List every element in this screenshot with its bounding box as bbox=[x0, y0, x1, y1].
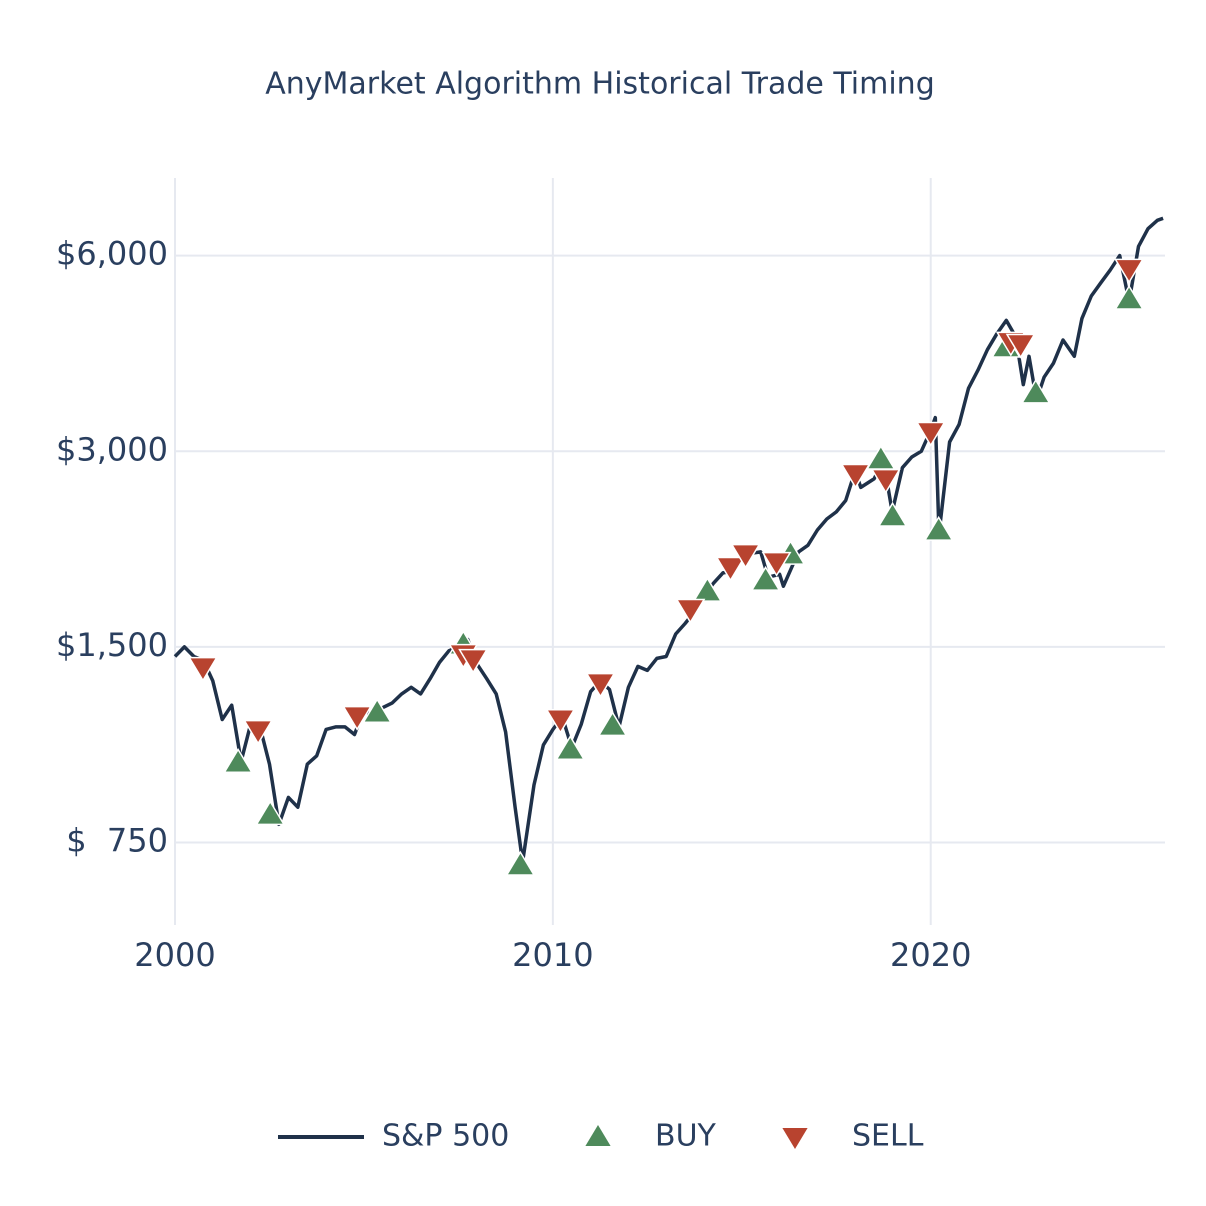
sell-marker bbox=[1005, 333, 1036, 359]
legend-swatch bbox=[782, 1128, 808, 1149]
sell-marker bbox=[545, 708, 576, 734]
y-tick-label: $ 750 bbox=[66, 822, 168, 860]
y-tick-label: $1,500 bbox=[56, 626, 168, 664]
buy-marker bbox=[877, 501, 908, 527]
sell-marker bbox=[243, 719, 274, 745]
sell-marker bbox=[870, 468, 901, 494]
x-tick-label: 2000 bbox=[134, 936, 215, 974]
buy-marker bbox=[865, 444, 896, 470]
x-tick-label: 2020 bbox=[890, 936, 971, 974]
legend-label: SELL bbox=[852, 1119, 924, 1154]
sell-marker bbox=[585, 672, 616, 698]
x-tick-label: 2010 bbox=[512, 936, 593, 974]
sell-marker bbox=[730, 543, 761, 569]
chart-title: AnyMarket Algorithm Historical Trade Tim… bbox=[265, 67, 935, 102]
buy-marker bbox=[692, 576, 723, 602]
buy-marker bbox=[1114, 284, 1145, 310]
buy-marker bbox=[750, 565, 781, 591]
sell-marker bbox=[675, 598, 706, 624]
sell-marker bbox=[840, 463, 871, 489]
legend-swatch bbox=[585, 1125, 611, 1146]
legend-label: BUY bbox=[655, 1119, 717, 1154]
legend-label: S&P 500 bbox=[382, 1119, 509, 1154]
y-tick-label: $3,000 bbox=[56, 430, 168, 468]
sell-marker bbox=[187, 656, 218, 682]
buy-marker bbox=[1020, 378, 1051, 404]
buy-marker bbox=[555, 735, 586, 760]
sell-marker bbox=[761, 551, 792, 577]
price-line bbox=[173, 216, 1164, 864]
buy-marker bbox=[223, 748, 254, 773]
sell-marker bbox=[715, 556, 746, 582]
sell-marker bbox=[1114, 258, 1145, 284]
sell-marker bbox=[915, 421, 946, 447]
buy-marker bbox=[255, 800, 286, 826]
sell-marker bbox=[342, 705, 373, 731]
buy-marker bbox=[597, 711, 628, 737]
buy-marker bbox=[505, 850, 536, 876]
buy-marker bbox=[923, 515, 954, 541]
sell-marker bbox=[458, 648, 489, 674]
buy-marker bbox=[362, 698, 393, 723]
y-tick-label: $6,000 bbox=[56, 235, 168, 273]
